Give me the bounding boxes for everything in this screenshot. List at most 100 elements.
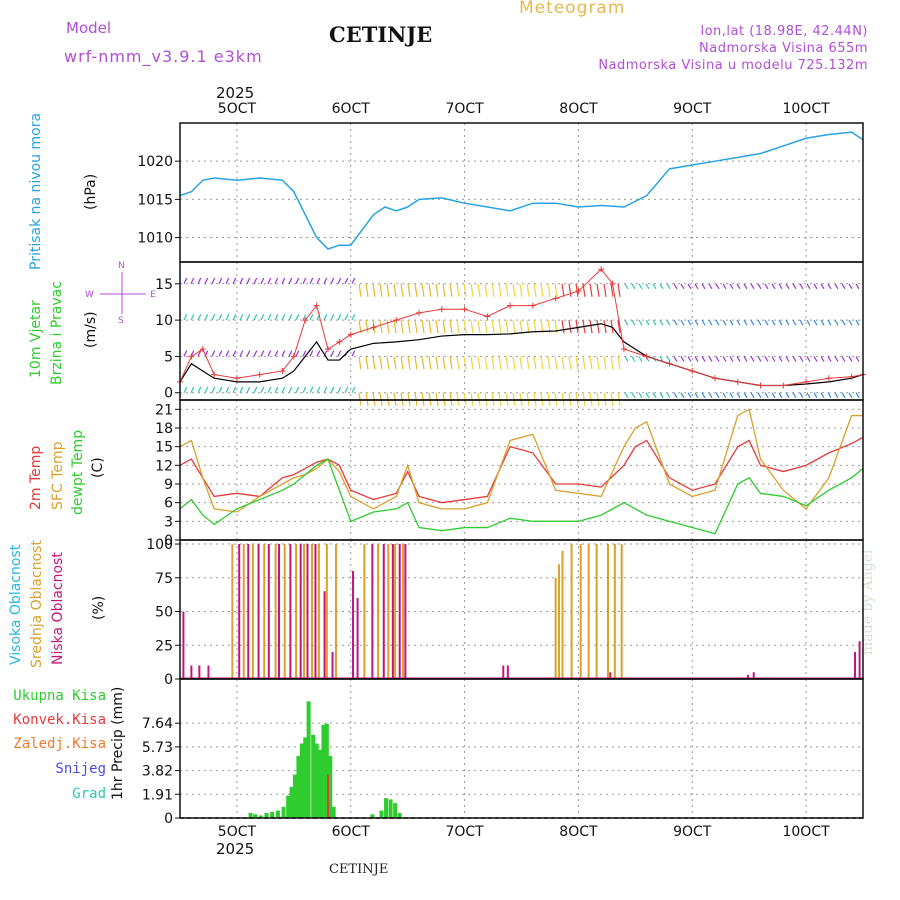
panel-frame [179,539,864,680]
wind-barb [302,277,307,285]
wind-barb [638,319,643,326]
panel-frame [179,399,864,541]
ytick-label: 5.73 [142,740,173,756]
wind-barb [379,283,383,297]
wind-barb [386,283,390,297]
wind-barb [792,283,797,290]
gust-marker [803,378,810,385]
wind-barb [267,314,272,321]
wind-barb [750,356,755,362]
precip-bar [306,701,311,818]
wind-barb [799,283,804,290]
wind-barb [596,356,600,370]
precip-bar [253,814,258,818]
legend-snow: Snijeg [55,761,106,777]
wind-barb [848,392,853,399]
wind-barb [841,319,846,326]
wind-barb [813,319,818,326]
wind-barb [687,356,692,362]
wind-barb [400,283,404,297]
ytick-label: 1.91 [142,787,173,803]
wind-barb [246,350,251,357]
wind-barb [568,356,572,370]
wind-barb [785,356,790,362]
wind-barb [624,356,629,362]
gust-marker [279,367,286,374]
gust-marker [484,313,491,320]
wind-barb [267,277,272,285]
wind-barb [568,283,572,297]
wind-barb [694,319,699,326]
wind-barb [232,277,237,285]
wind-barb [729,356,734,362]
wind-barb [449,320,453,334]
wind-barb [358,356,362,370]
wind-barb [400,320,404,334]
wind-barb [344,314,349,321]
precip-bar [314,743,319,818]
wind-barb [463,320,467,334]
wind-barb [428,320,432,334]
wind-barb [610,283,614,297]
wind-barb [204,386,209,393]
wind-barb [190,386,195,393]
wind-barb [680,356,685,362]
wind-barb [715,392,720,399]
wind-barb [827,392,832,399]
wind-barb [491,283,495,297]
wind-barb [477,320,481,334]
wind-barb [736,283,741,290]
product-title: Meteogram [519,0,626,18]
wind-barb [414,356,418,370]
wind-barb [778,283,783,290]
wind-barb [246,314,251,321]
wind-barb [232,386,237,393]
wind-barb [659,392,664,399]
wind-barb [456,356,460,370]
ytick-label: 6 [164,496,173,512]
wind-barb [701,283,706,290]
wind-barb [393,356,397,370]
panel-frame [179,678,864,819]
gust-marker [302,317,309,324]
date-tick-top: 8OCT [559,101,598,117]
gust-marker [712,375,719,382]
wind-barb [316,350,321,357]
elevation-info: Nadmorska Visina 655m [699,41,868,56]
wind-barb [323,386,328,393]
wind-barb [512,320,516,334]
wind-barb [757,392,762,399]
legend-frz-rain: Zaledj.Kisa [13,736,106,752]
wind-barb [666,356,671,362]
ytick-label: 0 [164,811,173,827]
wind-barb [309,277,314,285]
wind-barb [302,314,307,321]
gust-marker [689,367,696,374]
wind-barb [316,277,321,285]
gust-marker [643,353,650,360]
precip-bar [393,803,398,818]
wind-barb [729,392,734,399]
wind-barb [232,314,237,321]
wind-barb [757,319,762,326]
wind-barb [778,319,783,326]
wind-barb [813,392,818,399]
wind-barb [190,314,195,321]
wind-barb [715,319,720,326]
wind-barb [456,320,460,334]
wind-barb [631,392,636,399]
gust-marker [609,280,616,287]
wind-barb [778,392,783,399]
wind-barb [722,392,727,399]
precip-bar [379,810,384,818]
wind-barb [659,283,664,290]
wind-barb [834,356,839,362]
gust-marker [780,382,787,389]
year-bottom: 2025 [216,840,255,858]
lonlat-info: lon,lat (18.98E, 42.44N) [700,24,868,39]
wind-barb [225,350,230,357]
wind-barb [603,283,607,297]
pressure-line [179,131,864,250]
wind-barb [211,350,216,357]
wind-barb [855,283,860,290]
